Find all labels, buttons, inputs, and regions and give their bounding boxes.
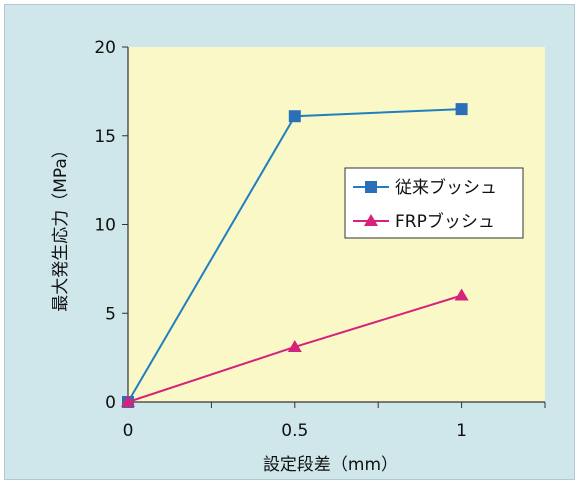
legend-label: FRPブッシュ [395, 211, 495, 232]
legend-marker [364, 214, 378, 226]
series-layer [121, 103, 469, 408]
y-tick-label: 20 [94, 38, 116, 58]
data-point [454, 288, 469, 301]
data-point [287, 339, 302, 352]
x-tick-label: 0 [123, 421, 134, 441]
legend-label: 従来ブッシュ [395, 177, 497, 198]
legend-box [344, 167, 524, 239]
data-point [288, 110, 301, 123]
axes [122, 46, 546, 408]
legend-marker [365, 181, 377, 193]
y-tick-label: 5 [105, 304, 116, 324]
legend-item: 従来ブッシュ [353, 177, 497, 198]
data-point [455, 103, 468, 116]
legend-item: FRPブッシュ [353, 211, 495, 232]
legend: 従来ブッシュ FRPブッシュ [344, 167, 524, 239]
x-axis-title: 設定段差（mm） [263, 455, 398, 475]
tick-labels: 0 5 10 15 20 0 0.5 1 [94, 38, 467, 441]
x-tick-label: 1 [456, 421, 467, 441]
y-axis-title: 最大発生応力（MPa） [51, 141, 71, 312]
y-tick-label: 15 [94, 127, 116, 147]
y-tick-label: 0 [105, 393, 116, 413]
series-2 [121, 288, 469, 407]
data-point [121, 395, 135, 407]
x-tick-label: 0.5 [281, 421, 308, 441]
y-tick-label: 10 [94, 216, 116, 236]
